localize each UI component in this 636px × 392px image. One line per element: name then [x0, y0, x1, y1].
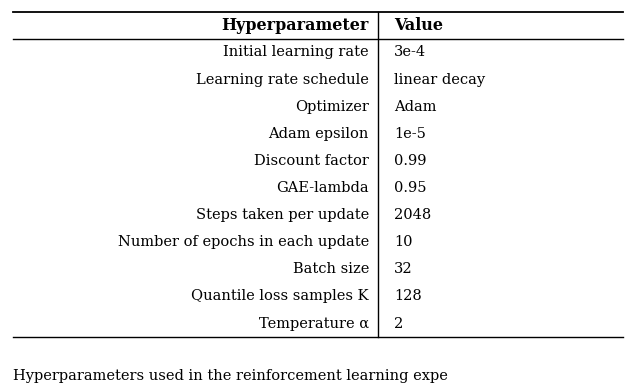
- Text: 10: 10: [394, 235, 413, 249]
- Text: 128: 128: [394, 289, 422, 303]
- Text: 1e-5: 1e-5: [394, 127, 426, 141]
- Text: 3e-4: 3e-4: [394, 45, 427, 60]
- Text: Optimizer: Optimizer: [295, 100, 369, 114]
- Text: Hyperparameter: Hyperparameter: [221, 17, 369, 34]
- Text: 0.99: 0.99: [394, 154, 427, 168]
- Text: linear decay: linear decay: [394, 73, 485, 87]
- Text: Batch size: Batch size: [293, 262, 369, 276]
- Text: Discount factor: Discount factor: [254, 154, 369, 168]
- Text: Quantile loss samples K: Quantile loss samples K: [191, 289, 369, 303]
- Text: Adam epsilon: Adam epsilon: [268, 127, 369, 141]
- Text: GAE-lambda: GAE-lambda: [276, 181, 369, 195]
- Text: Initial learning rate: Initial learning rate: [223, 45, 369, 60]
- Text: 0.95: 0.95: [394, 181, 427, 195]
- Text: Temperature α: Temperature α: [259, 317, 369, 330]
- Text: Hyperparameters used in the reinforcement learning expe: Hyperparameters used in the reinforcemen…: [13, 369, 448, 383]
- Text: 2: 2: [394, 317, 404, 330]
- Text: Number of epochs in each update: Number of epochs in each update: [118, 235, 369, 249]
- Text: 2048: 2048: [394, 208, 432, 222]
- Text: 32: 32: [394, 262, 413, 276]
- Text: Learning rate schedule: Learning rate schedule: [196, 73, 369, 87]
- Text: Adam: Adam: [394, 100, 437, 114]
- Text: Value: Value: [394, 17, 443, 34]
- Text: Steps taken per update: Steps taken per update: [196, 208, 369, 222]
